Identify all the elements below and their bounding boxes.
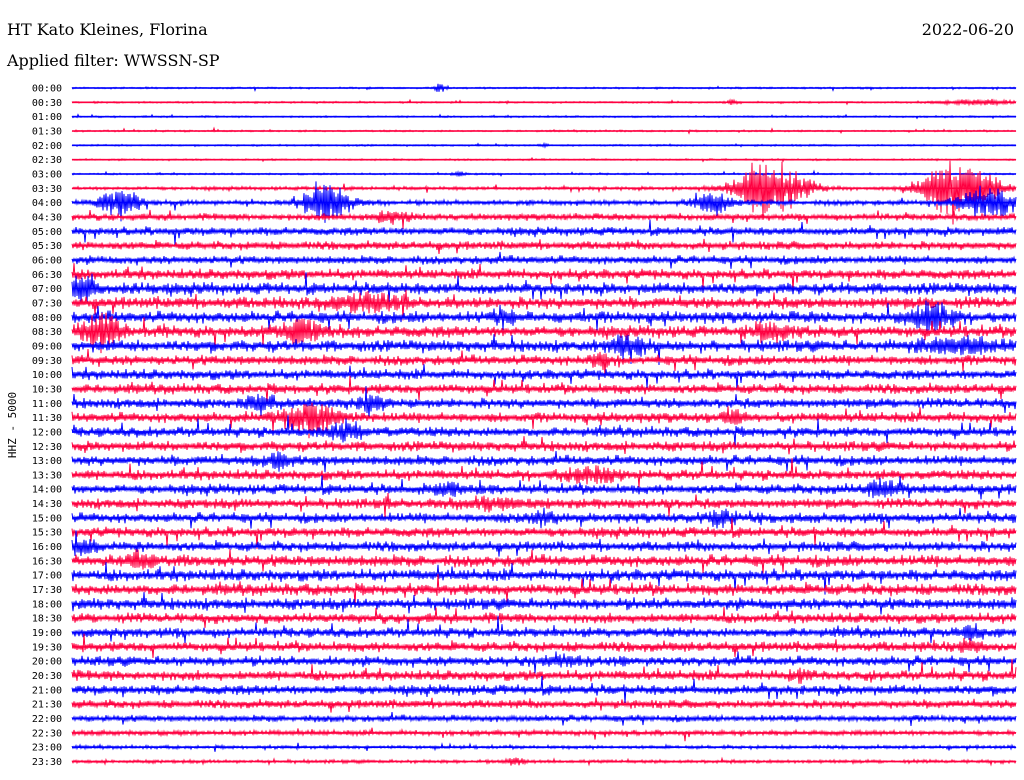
row-time-label: 00:00 (32, 84, 62, 95)
row-time-label: 18:00 (32, 599, 62, 610)
row-time-label: 14:00 (32, 485, 62, 496)
filter-label: Applied filter: WWSSN-SP (7, 51, 220, 70)
channel-label: HHZ - 5000 (6, 392, 19, 458)
trace-row-0930 (71, 349, 1017, 377)
row-time-label: 22:30 (32, 728, 62, 739)
trace-row-2000 (71, 651, 1017, 674)
row-time-label: 16:30 (32, 556, 62, 567)
row-time-label: 23:30 (32, 757, 62, 768)
row-time-label: 12:30 (32, 442, 62, 453)
row-time-label: 20:00 (32, 657, 62, 668)
row-time-label: 01:00 (32, 112, 62, 123)
row-time-label: 11:30 (32, 413, 62, 424)
row-time-label: 07:00 (32, 284, 62, 295)
row-time-label: 20:30 (32, 671, 62, 682)
row-time-label: 21:30 (32, 700, 62, 711)
row-time-label: 08:00 (32, 313, 62, 324)
trace-row-1300 (71, 450, 1017, 473)
row-time-label: 07:30 (32, 298, 62, 309)
trace-row-2230 (71, 727, 1017, 742)
row-time-label: 08:30 (32, 327, 62, 338)
row-time-label: 06:00 (32, 256, 62, 267)
row-time-label: 10:00 (32, 370, 62, 381)
row-time-label: 19:30 (32, 642, 62, 653)
plot-date: 2022-06-20 (921, 20, 1014, 39)
row-time-label: 06:30 (32, 270, 62, 281)
row-time-label: 17:00 (32, 571, 62, 582)
row-time-label: 14:30 (32, 499, 62, 510)
row-time-label: 23:00 (32, 743, 62, 754)
trace-row-1400 (71, 475, 1017, 500)
row-time-label: 13:30 (32, 470, 62, 481)
row-time-label: 04:30 (32, 213, 62, 224)
row-time-label: 15:00 (32, 513, 62, 524)
row-time-label: 22:00 (32, 714, 62, 725)
row-time-label: 15:30 (32, 528, 62, 539)
trace-row-1230 (71, 436, 1017, 455)
time-label-group: 00:00 00:30 01:00 01:30 02:00 02:30 03:00 03:30… (32, 84, 62, 769)
trace-row-1100 (71, 386, 1017, 419)
trace-row-1730 (71, 574, 1017, 606)
trace-row-0430 (71, 209, 1017, 229)
row-time-label: 16:00 (32, 542, 62, 553)
trace-row-2130 (71, 697, 1017, 713)
trace-row-0500 (71, 219, 1017, 246)
trace-row-1600 (71, 530, 1017, 557)
row-time-label: 02:30 (32, 155, 62, 166)
row-time-label: 10:30 (32, 384, 62, 395)
trace-row-1830 (71, 606, 1017, 628)
trace-group (71, 83, 1017, 767)
row-time-label: 09:30 (32, 356, 62, 367)
trace-row-1930 (71, 633, 1017, 658)
row-time-label: 13:00 (32, 456, 62, 467)
row-time-label: 00:30 (32, 98, 62, 109)
row-time-label: 03:30 (32, 184, 62, 195)
trace-row-1800 (71, 592, 1017, 615)
row-time-label: 21:00 (32, 685, 62, 696)
trace-row-1030 (71, 375, 1017, 403)
row-time-label: 11:00 (32, 399, 62, 410)
row-time-label: 12:00 (32, 427, 62, 438)
trace-row-1630 (71, 549, 1017, 574)
row-time-label: 19:00 (32, 628, 62, 639)
row-time-label: 05:00 (32, 227, 62, 238)
trace-row-0730 (71, 289, 1017, 321)
row-time-label: 02:00 (32, 141, 62, 152)
trace-row-0530 (71, 238, 1017, 255)
row-time-label: 09:00 (32, 341, 62, 352)
row-time-label: 01:30 (32, 127, 62, 138)
row-time-label: 18:30 (32, 614, 62, 625)
row-time-label: 04:00 (32, 198, 62, 209)
row-time-label: 05:30 (32, 241, 62, 252)
row-time-label: 17:30 (32, 585, 62, 596)
station-title: HT Kato Kleines, Florina (7, 20, 208, 39)
row-time-label: 03:00 (32, 170, 62, 181)
